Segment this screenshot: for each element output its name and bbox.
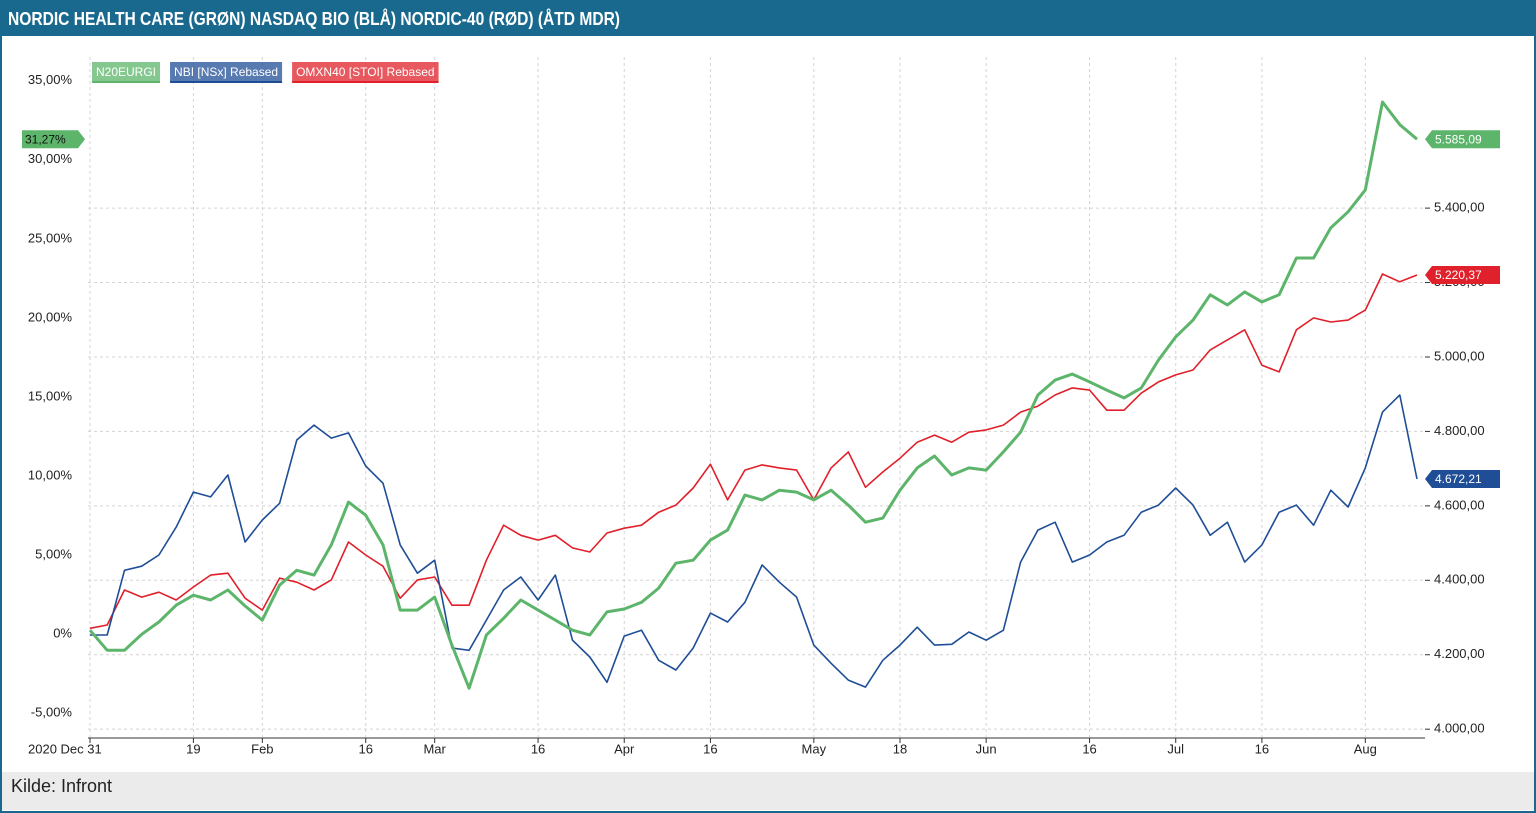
- x-tick-label: May: [802, 741, 827, 756]
- x-tick-label: 16: [359, 741, 373, 756]
- x-tick-label: 16: [703, 741, 717, 756]
- y-tick-label: 35,00%: [28, 72, 73, 87]
- end-tag-bg: [1425, 469, 1500, 488]
- x-tick-label: Jul: [1167, 741, 1184, 756]
- y-tick-label: 5,00%: [35, 547, 72, 562]
- y2-tick-label: 4.200,00: [1434, 646, 1485, 661]
- y-tick-label: 0%: [53, 626, 72, 641]
- end-tag-label: 5.585,09: [1435, 132, 1482, 146]
- end-tag: 4.672,21: [1425, 469, 1500, 488]
- legend-bg: [292, 62, 439, 81]
- legend-item: N20EURGI: [92, 62, 161, 83]
- legend-bg: [170, 62, 283, 81]
- end-tag-label: 5.220,37: [1435, 268, 1482, 282]
- series-line: [88, 100, 1418, 690]
- end-tag-bg: [1425, 130, 1500, 149]
- y2-tick-label: 4.400,00: [1434, 572, 1485, 587]
- x-tick-label: Feb: [251, 741, 273, 756]
- legend-item: OMXN40 [STOI] Rebased: [292, 62, 439, 83]
- source: Kilde: Infront: [11, 776, 112, 796]
- end-tag: 5.585,09 31,27%: [22, 130, 1500, 149]
- footer: [2, 772, 1534, 810]
- y-tick-label: -5,00%: [31, 705, 73, 720]
- y-tick-label: 20,00%: [28, 309, 73, 324]
- x-tick-label: 18: [893, 741, 907, 756]
- x-tick-label: Apr: [614, 741, 635, 756]
- x-tick-label: Aug: [1354, 741, 1377, 756]
- title-bar: [2, 2, 1534, 36]
- y2-tick-label: 4.000,00: [1434, 721, 1485, 736]
- y-tick-label: 30,00%: [28, 151, 73, 166]
- x-tick-label: 19: [186, 741, 200, 756]
- series-line: [89, 273, 1418, 630]
- x-tick-label: 16: [1255, 741, 1269, 756]
- y-tick-label: 10,00%: [28, 468, 73, 483]
- y2-tick-label: 5.400,00: [1434, 200, 1485, 215]
- y2-tick-label: 4.600,00: [1434, 497, 1485, 512]
- x-tick-label: 2020 Dec 31: [28, 741, 102, 756]
- x-tick-label: Mar: [423, 741, 446, 756]
- y2-tick-label: 4.800,00: [1434, 423, 1485, 438]
- legend-bg: [92, 62, 161, 81]
- y-tick-label: 25,00%: [28, 230, 73, 245]
- end-tag-left-bg: [22, 130, 85, 149]
- y2-tick-label: 5.000,00: [1434, 348, 1485, 363]
- end-tag-bg: [1425, 265, 1500, 284]
- end-tag: 5.220,37: [1425, 265, 1500, 284]
- end-tag-left-label: 31,27%: [25, 132, 66, 146]
- x-tick-label: 16: [531, 741, 545, 756]
- end-tag-label: 4.672,21: [1435, 472, 1482, 486]
- y-tick-label: 15,00%: [28, 388, 73, 403]
- x-tick-label: Jun: [976, 741, 997, 756]
- x-tick-label: 16: [1082, 741, 1096, 756]
- legend-label: NBI [NSx] Rebased: [174, 65, 278, 79]
- series-line: [90, 394, 1418, 688]
- legend-item: NBI [NSx] Rebased: [170, 62, 283, 83]
- legend-label: OMXN40 [STOI] Rebased: [296, 65, 435, 79]
- legend-label: N20EURGI: [96, 65, 156, 79]
- chart-title: NORDIC HEALTH CARE (GRØN) NASDAQ BIO (BL…: [8, 9, 620, 29]
